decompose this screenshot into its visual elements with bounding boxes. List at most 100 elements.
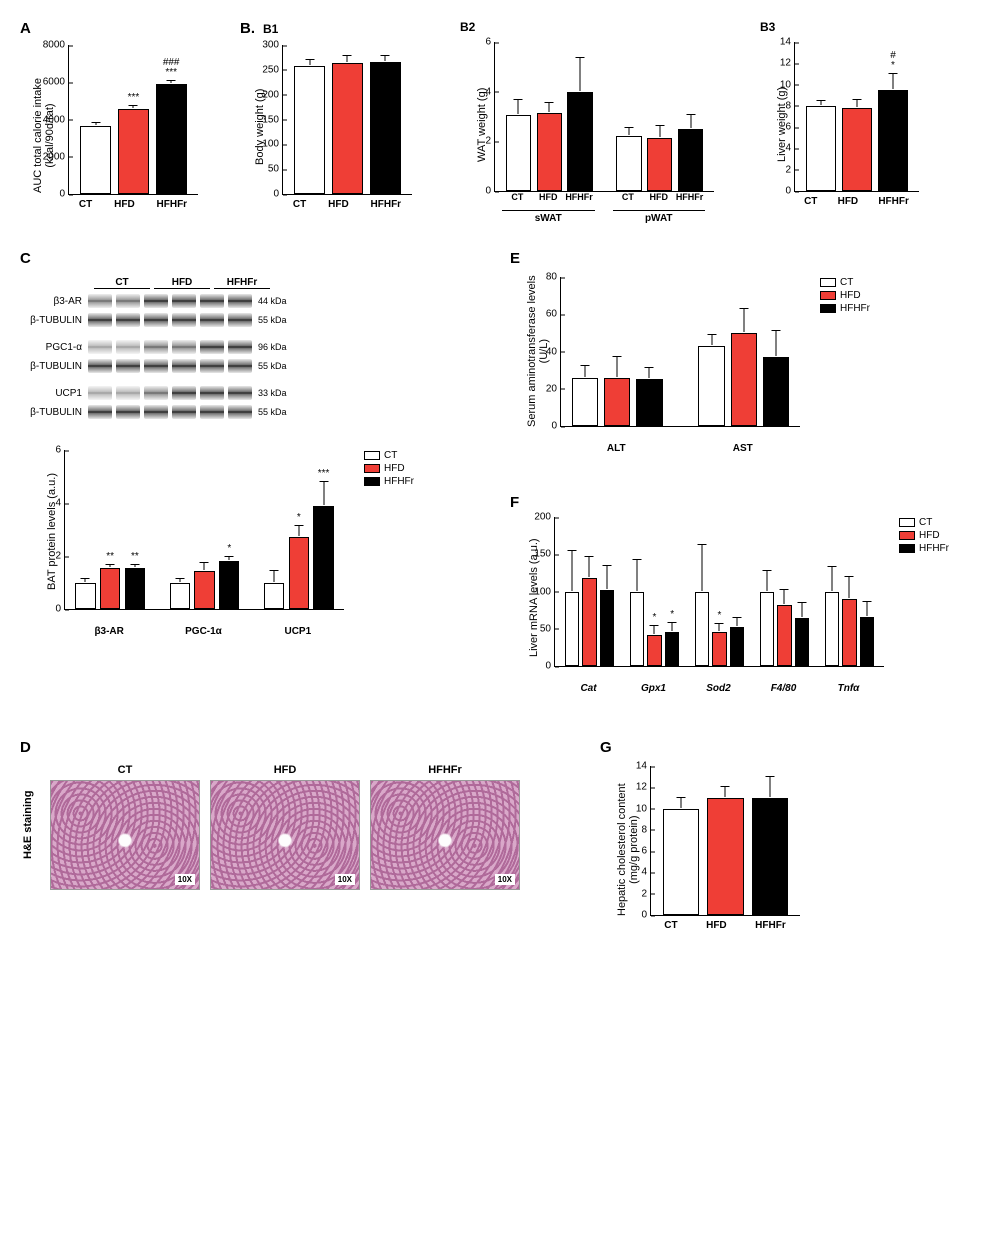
bar	[842, 599, 856, 666]
histology-hfd: HFD 10X	[210, 764, 360, 890]
figure-root: A AUC total calorie intake(kcal/90d/rat)…	[20, 20, 980, 931]
bar	[647, 138, 672, 191]
bar: *	[712, 632, 726, 666]
bar	[698, 346, 724, 426]
he-staining-label: H&E staining	[22, 791, 34, 859]
legend-item: HFHFr	[899, 543, 949, 554]
panel-b3: B3 Liver weight (g) 02468101214#* CTHFDH…	[760, 20, 930, 215]
histology-img-hfd: 10X	[210, 780, 360, 890]
bar: ***	[313, 506, 333, 609]
bar: *	[647, 635, 661, 666]
bar: ###***	[156, 84, 187, 194]
xlabels-b3: CTHFDHFHFr	[794, 192, 919, 207]
chart-c: BAT protein levels (a.u.) 0246********* …	[64, 450, 450, 642]
blot-row: β-TUBULIN55 kDa	[20, 358, 450, 374]
chart-b2-ylabel: WAT weight (g)	[476, 88, 488, 162]
chart-e: Serum aminotransferase levels(U/L) 02040…	[560, 277, 980, 459]
legend-f: CT HFD HFHFr	[899, 517, 949, 556]
chart-f: Liver mRNA levels (a.u.) 050100150200***…	[554, 517, 980, 699]
plot-f: 050100150200***	[554, 517, 884, 667]
plot-b1: 050100150200250300	[282, 45, 412, 195]
legend-item: CT	[820, 277, 870, 288]
panel-d-label: D	[20, 739, 540, 756]
bar	[663, 809, 699, 915]
panel-b3-sub: B3	[760, 20, 930, 34]
panel-e-label: E	[510, 250, 980, 267]
histology-img-ct: 10X	[50, 780, 200, 890]
bar	[565, 592, 579, 667]
bar	[194, 571, 214, 609]
bar	[604, 378, 630, 426]
legend-item: HFHFr	[364, 476, 414, 487]
xlabels-e: ALTAST	[560, 427, 800, 459]
bar	[760, 592, 774, 667]
bar: ***	[118, 109, 149, 194]
bar	[806, 106, 836, 191]
panel-a: A AUC total calorie intake(kcal/90d/rat)…	[20, 20, 210, 215]
bar	[567, 92, 592, 191]
plot-e: 020406080	[560, 277, 800, 427]
plot-c: 0246*********	[64, 450, 344, 610]
panel-f-label: F	[510, 494, 980, 511]
legend-item: HFD	[899, 530, 949, 541]
bar: *	[665, 632, 679, 666]
bar	[616, 136, 641, 191]
bar: **	[125, 568, 145, 609]
bar	[332, 63, 363, 194]
row-ab: A AUC total calorie intake(kcal/90d/rat)…	[20, 20, 980, 215]
xlabels-c: β3-ARPGC-1αUCP1	[64, 610, 344, 642]
chart-g: Hepatic cholesterol content(mg/g protein…	[650, 766, 800, 931]
bar	[707, 798, 743, 915]
panel-e: E Serum aminotransferase levels(U/L) 020…	[510, 250, 980, 459]
blot-hdr-hfhfr: HFHFr	[214, 277, 270, 289]
bar: *	[289, 537, 309, 609]
bar	[860, 617, 874, 666]
xlabels-b1: CTHFDHFHFr	[282, 195, 412, 210]
bar	[294, 66, 325, 194]
bar	[825, 592, 839, 667]
western-blots: β3-AR44 kDaβ-TUBULIN55 kDaPGC1-α96 kDaβ-…	[20, 293, 450, 420]
bar	[763, 357, 789, 426]
plot-g: 02468101214	[650, 766, 800, 916]
histology-img-hfhfr: 10X	[370, 780, 520, 890]
panel-g: G Hepatic cholesterol content(mg/g prote…	[600, 739, 800, 931]
blot-row: β-TUBULIN55 kDa	[20, 404, 450, 420]
bar: **	[100, 568, 120, 609]
xlabels-f: CatGpx1Sod2F4/80Tnfα	[554, 667, 884, 699]
blot-header: CT HFD HFHFr	[94, 277, 450, 289]
bar	[730, 627, 744, 666]
bar	[752, 798, 788, 915]
histology-ct: CT 10X	[50, 764, 200, 890]
panel-g-label: G	[600, 739, 800, 756]
panel-b: B. B1 Body weight (g) 050100150200250300…	[240, 20, 980, 215]
bar	[80, 126, 111, 194]
histology-hfhfr: HFHFr 10X	[370, 764, 520, 890]
bar	[506, 115, 531, 191]
bar	[630, 592, 644, 667]
legend-item: CT	[899, 517, 949, 528]
hist-title-hfhfr: HFHFr	[370, 764, 520, 776]
bar: #*	[878, 90, 908, 191]
blot-hdr-ct: CT	[94, 277, 150, 289]
legend-c: CTHFDHFHFr	[364, 450, 414, 489]
panel-f: F Liver mRNA levels (a.u.) 050100150200*…	[510, 494, 980, 699]
bar	[842, 108, 872, 191]
bar	[731, 333, 757, 426]
panel-b-label: B.	[240, 20, 255, 37]
blot-row: UCP133 kDa	[20, 385, 450, 401]
panel-d: D H&E staining CT 10X HFD 10X HFHFr 10X	[20, 739, 540, 890]
xlabels-a: CTHFDHFHFr	[68, 195, 198, 210]
mag-hfd: 10X	[335, 874, 355, 885]
bar	[264, 583, 284, 610]
bar	[636, 379, 662, 426]
bar	[582, 578, 596, 666]
row-ce: C CT HFD HFHFr β3-AR44 kDaβ-TUBULIN55 kD…	[20, 250, 980, 699]
chart-b2: WAT weight (g) 0246 CTHFDHFHFrCTHFDHFHFr…	[494, 42, 720, 212]
panel-c-label: C	[20, 250, 450, 267]
mag-hfhfr: 10X	[495, 874, 515, 885]
chart-a-ylabel: AUC total calorie intake(kcal/90d/rat)	[32, 78, 56, 193]
xlabels-b2: CTHFDHFHFrCTHFDHFHFrsWATpWAT	[494, 192, 714, 226]
panel-b2-sub: B2	[460, 20, 720, 34]
bar	[695, 592, 709, 667]
bar	[370, 62, 401, 194]
